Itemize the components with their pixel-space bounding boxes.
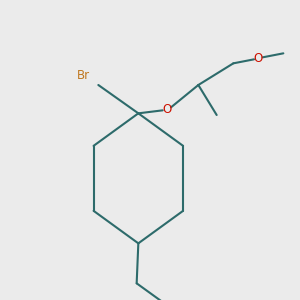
Text: O: O [162, 103, 171, 116]
Text: Br: Br [77, 69, 90, 82]
Text: O: O [254, 52, 263, 65]
